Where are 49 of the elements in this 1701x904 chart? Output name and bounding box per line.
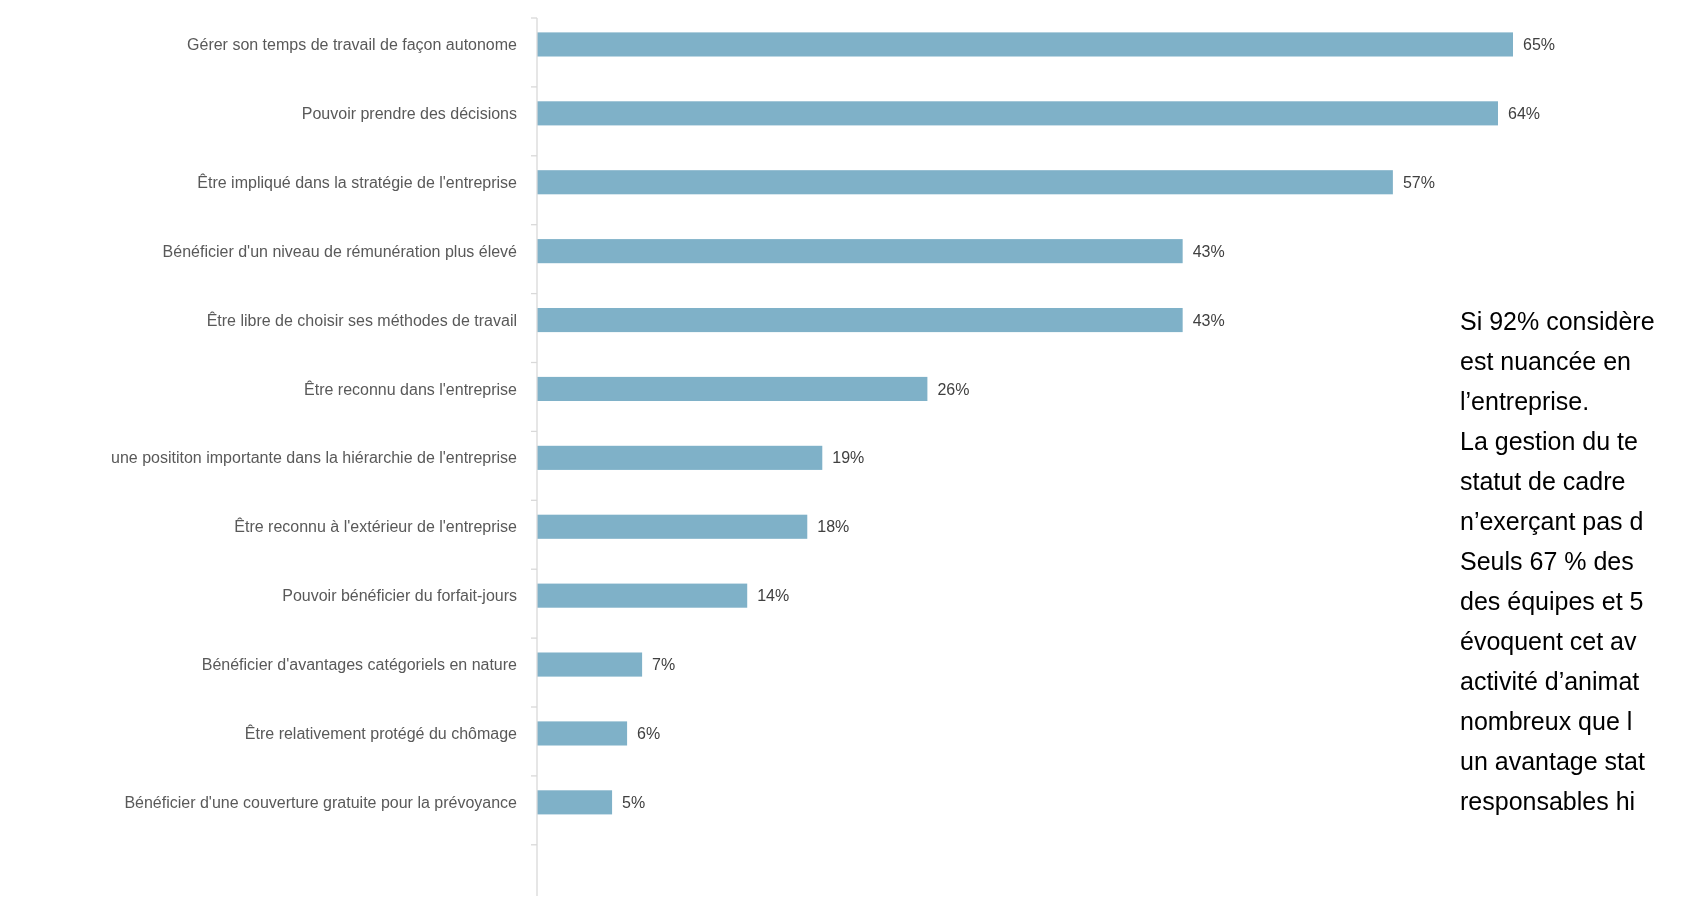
data-label: 6% bbox=[637, 725, 661, 743]
y-tick-label: Bénéficier d'une couverture gratuite pour la prévoyance bbox=[124, 793, 518, 811]
data-label: 18% bbox=[817, 518, 850, 536]
data-label: 43% bbox=[1192, 311, 1225, 329]
annotation: l’entreprise. bbox=[1460, 387, 1590, 415]
data-label: 43% bbox=[1192, 242, 1225, 260]
bar bbox=[537, 170, 1393, 195]
data-label: 26% bbox=[937, 380, 970, 398]
data-label: 19% bbox=[832, 449, 865, 467]
annotation: un avantage stat bbox=[1460, 747, 1645, 775]
y-tick-label: Pouvoir prendre des décisions bbox=[301, 104, 517, 122]
bar bbox=[537, 307, 1183, 333]
annotation: statut de cadre bbox=[1460, 467, 1626, 495]
annotation: Seuls 67 % des bbox=[1460, 547, 1634, 575]
annotation: nombreux que l bbox=[1460, 707, 1633, 735]
annotation: n’exerçant pas d bbox=[1460, 507, 1644, 535]
annotation: responsables hi bbox=[1460, 787, 1636, 815]
bar bbox=[537, 239, 1183, 264]
y-tick-label: Être reconnu dans l'entreprise bbox=[304, 379, 518, 398]
bar bbox=[537, 445, 823, 470]
data-label: 14% bbox=[757, 587, 790, 605]
annotation: est nuancée en bbox=[1460, 347, 1631, 375]
y-tick-label: Être relativement protégé du chômage bbox=[244, 724, 518, 743]
y-tick-label: Bénéficier d'un niveau de rémunération plus élevé bbox=[162, 242, 518, 260]
annotation: activité d’animat bbox=[1460, 667, 1640, 695]
y-tick-label: Pouvoir bénéficier du forfait-jours bbox=[282, 587, 517, 605]
annotation: Si 92% considère bbox=[1460, 307, 1655, 335]
data-label: 5% bbox=[622, 793, 646, 811]
y-tick-label: Être impliqué dans la stratégie de l'entreprise bbox=[197, 172, 518, 191]
y-tick-label: Être reconnu à l'extérieur de l'entreprise bbox=[234, 517, 518, 536]
data-label: 64% bbox=[1507, 104, 1541, 122]
bar bbox=[537, 652, 643, 677]
annotation: évoquent cet av bbox=[1460, 627, 1638, 655]
y-tick-label: une posititon importante dans la hiérarchie de l'entreprise bbox=[111, 449, 518, 467]
bar bbox=[537, 101, 1498, 126]
bar bbox=[537, 514, 808, 539]
annotation: La gestion du te bbox=[1460, 427, 1638, 455]
bar bbox=[537, 32, 1513, 57]
bar bbox=[537, 583, 748, 608]
bar bbox=[537, 721, 628, 746]
data-label: 57% bbox=[1402, 173, 1435, 191]
data-label: 7% bbox=[652, 656, 676, 674]
annotation: des équipes et 5 bbox=[1460, 587, 1644, 615]
bar bbox=[537, 790, 613, 815]
data-label: 65% bbox=[1523, 36, 1556, 54]
bar bbox=[537, 376, 928, 402]
y-tick-label: Être libre de choisir ses méthodes de travail bbox=[206, 310, 517, 329]
y-tick-label: Gérer son temps de travail de façon autonome bbox=[187, 36, 518, 54]
y-tick-label: Bénéficier d'avantages catégoriels en nature bbox=[201, 656, 518, 674]
